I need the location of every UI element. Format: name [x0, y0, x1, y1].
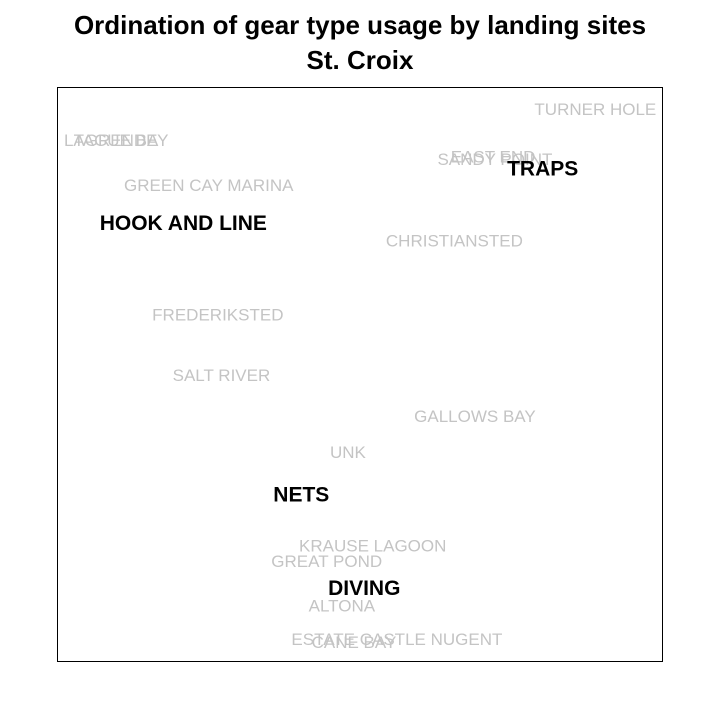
plot-frame [57, 87, 663, 662]
site-label: ESTATE CASTLE NUGENT [291, 630, 502, 649]
site-label: TAGUE BAY [74, 131, 169, 150]
site-label: UNK [330, 443, 367, 462]
site-label: CANE BAY [312, 633, 397, 652]
gear-label: TRAPS [507, 158, 578, 181]
chart-title: Ordination of gear type usage by landing… [73, 10, 647, 40]
site-label: GREEN CAY MARINA [124, 176, 294, 195]
gear-label: DIVING [328, 577, 400, 600]
gear-label: HOOK AND LINE [100, 212, 267, 235]
site-label: TURNER HOLE [534, 100, 656, 119]
site-label: CHRISTIANSTED [386, 231, 523, 250]
site-label: SALT RIVER [173, 366, 271, 385]
site-label: ALTONA [309, 596, 376, 615]
site-label: FREDERIKSTED [152, 305, 283, 324]
site-label: GREAT POND [271, 552, 382, 571]
site-label: LAGRENDE [64, 131, 158, 150]
site-label: GALLOWS BAY [414, 407, 536, 426]
site-label: KRAUSE LAGOON [299, 537, 446, 556]
gear-label: NETS [273, 484, 329, 507]
site-label: SANDY POINT [437, 150, 552, 169]
gear-labels: TRAPS HOOK AND LINE NETS DIVING [100, 158, 579, 601]
chart-subtitle: St. Croix [306, 45, 414, 75]
site-label: EAST END [451, 147, 536, 166]
